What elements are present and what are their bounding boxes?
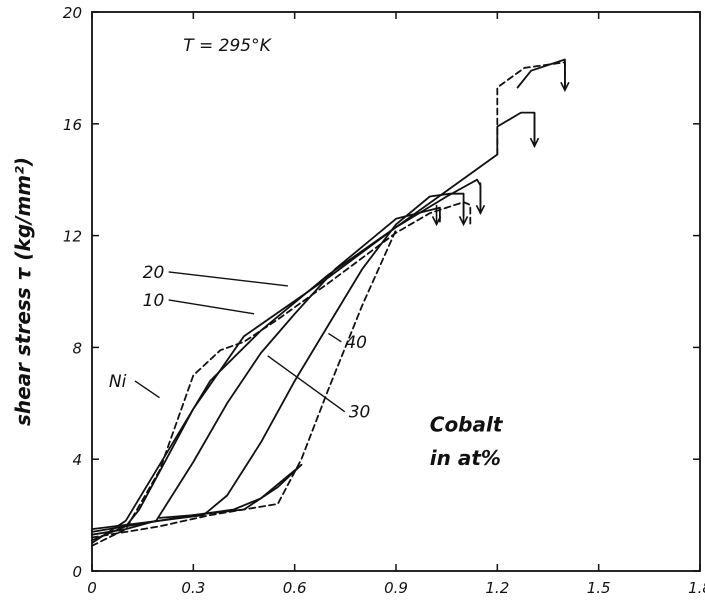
x-tick-label: 1.8 (688, 579, 705, 597)
curve-labels: 20 10 Ni 40 30 (109, 263, 370, 423)
curve-label-ni: Ni (109, 372, 160, 399)
drop-arrow (475, 182, 486, 216)
curve-unlabeled (158, 463, 303, 519)
curve-10 (91, 178, 482, 544)
curve-label-text: 40 (345, 333, 367, 353)
y-tick-label: 16 (63, 116, 82, 134)
x-tick-label: 0 (87, 579, 97, 597)
drop-arrow (529, 112, 540, 148)
curve-unlabeled (91, 229, 397, 539)
drop-arrow (458, 202, 469, 227)
y-tick-label: 4 (72, 451, 82, 469)
x-tick-label: 0.3 (181, 579, 205, 597)
curve-label-text: 10 (143, 291, 165, 311)
curve-label-leader (267, 355, 346, 413)
drop-arrows (431, 62, 570, 227)
temperature-annotation: T = 295°K (183, 36, 272, 56)
drop-arrow (560, 62, 570, 93)
curve-label-30: 30 (267, 355, 371, 423)
curve-label-leader (168, 299, 255, 315)
curve-label-leader (328, 332, 342, 343)
plot-frame (91, 11, 701, 572)
curve-40 (91, 192, 465, 530)
x-tick-label: 0.9 (384, 579, 408, 597)
y-axis-label: shear stress τ (kg/mm²) (11, 157, 35, 426)
y-tick-label: 20 (63, 4, 82, 22)
y-tick-label: 12 (63, 228, 82, 246)
x-tick-label: 1.5 (587, 579, 611, 597)
y-axis-label-group: shear stress τ (kg/mm²) (11, 157, 35, 426)
curve-label-40: 40 (328, 333, 367, 353)
curve-label-20: 20 (143, 263, 288, 287)
legend: Cobalt in at% (430, 412, 504, 470)
y-tick-label: 0 (72, 563, 82, 581)
legend-title-line2: in at% (430, 446, 501, 470)
tick-labels: 0 0.3 0.6 0.9 1.2 1.5 1.8 0 4 8 12 16 20 (63, 4, 705, 597)
drop-arrow (431, 204, 442, 227)
curve-unlabeled (91, 463, 303, 533)
legend-title-line1: Cobalt (430, 412, 504, 436)
curve-label-text: 20 (143, 263, 165, 283)
curve-label-text: 30 (349, 403, 371, 423)
curve-label-leader (134, 380, 160, 399)
x-tick-label: 0.6 (283, 579, 307, 597)
x-tick-label: 1.2 (485, 579, 509, 597)
curve-30 (91, 206, 441, 536)
curve-20 (91, 111, 536, 542)
curve-ni (91, 201, 472, 547)
y-tick-label: 8 (72, 339, 82, 357)
curve-label-text: Ni (109, 372, 127, 392)
axis-ticks (91, 11, 701, 572)
curve-label-leader (168, 271, 288, 287)
curve-label-10: 10 (143, 291, 255, 315)
